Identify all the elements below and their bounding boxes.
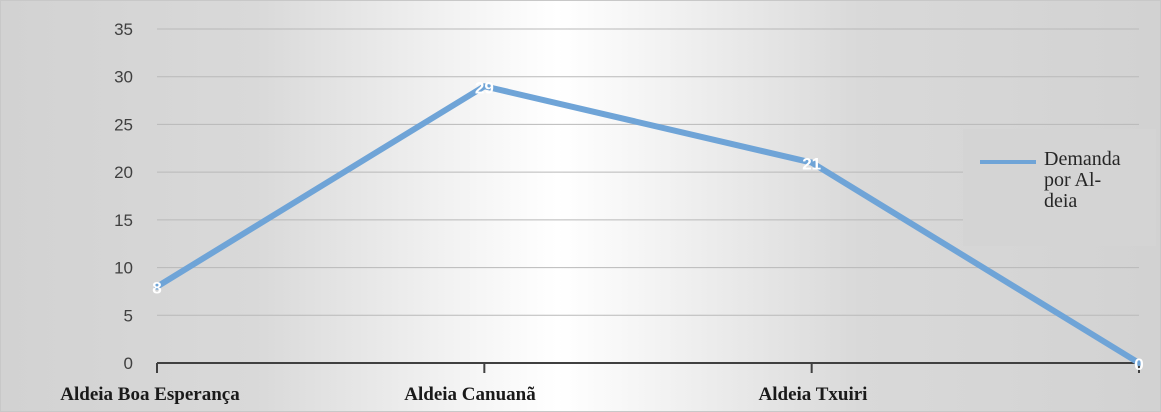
y-tick-label: 35	[114, 20, 133, 39]
legend	[963, 129, 1156, 246]
y-tick-label: 10	[114, 259, 133, 278]
x-tick-label: Aldeia Boa Esperança	[60, 384, 240, 405]
x-tick-label: Aldeia Txuiri	[759, 384, 868, 405]
series-line	[154, 83, 1142, 366]
data-label: 8	[152, 279, 161, 298]
data-label: 0	[1134, 355, 1143, 374]
legend-label-line-2: por Al-	[1044, 169, 1102, 191]
y-tick-label: 20	[114, 163, 133, 182]
legend-label: Demanda por Al- deia	[1044, 149, 1144, 212]
y-tick-label: 5	[124, 306, 133, 325]
x-tick-label: Aldeia Canuanã	[404, 384, 536, 405]
y-tick-label: 15	[114, 211, 133, 230]
y-tick-label: 0	[124, 354, 133, 373]
y-tick-label: 25	[114, 115, 133, 134]
legend-swatch	[980, 160, 1036, 164]
legend-label-line-3: deia	[1044, 190, 1078, 212]
data-label: 21	[802, 155, 821, 174]
legend-label-line-1: Demanda	[1044, 148, 1121, 170]
y-tick-label: 30	[114, 68, 133, 87]
data-label: 29	[475, 78, 494, 97]
